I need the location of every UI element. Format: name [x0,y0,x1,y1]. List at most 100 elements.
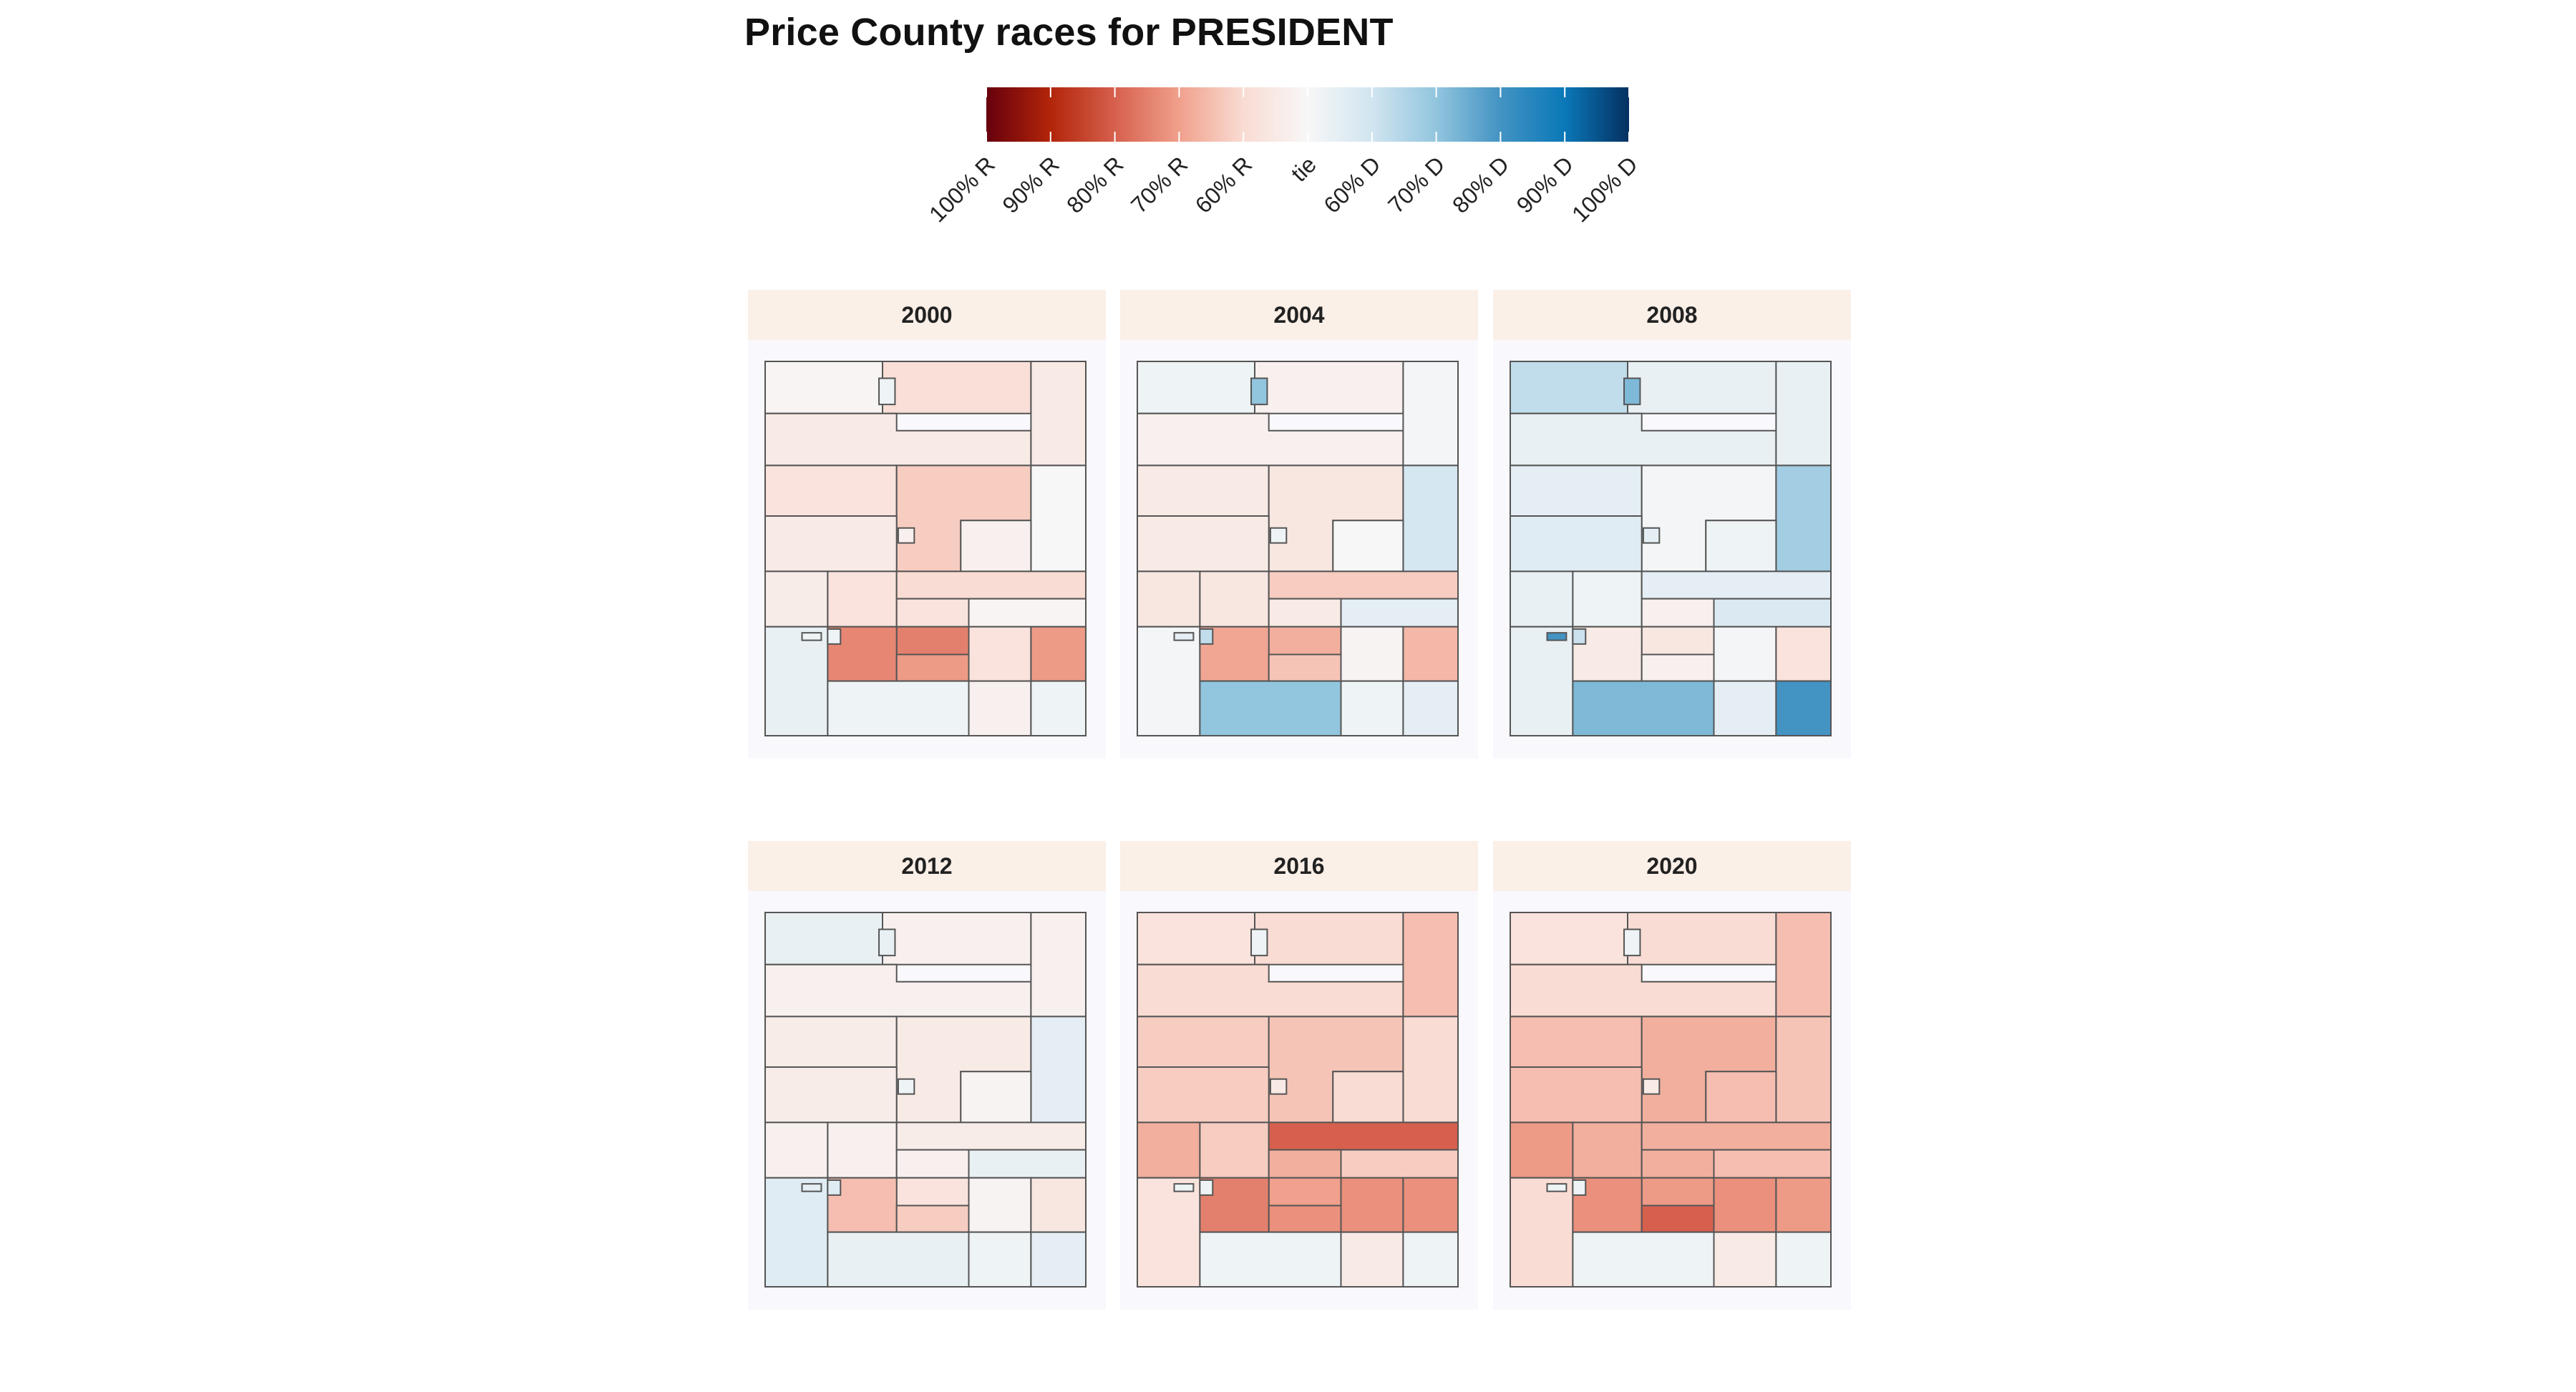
county-region-R20 [895,653,970,682]
county-region-R8 [764,515,898,573]
county-region-R12 [895,570,1087,600]
county-region-R2 [882,361,1032,414]
county-region-R17 [1030,626,1087,682]
county-region-R16 [968,626,1032,682]
county-region-R21 [1572,680,1715,736]
county-region-R5 [1510,464,1643,517]
county-region-R7 [1775,1016,1832,1124]
county-region-R10 [1510,1121,1574,1179]
county-region-R2 [1627,361,1777,414]
municipal-enclave [897,1078,915,1095]
county-region-R9 [960,520,1032,573]
county-region-R11 [827,570,898,628]
county-region-R17 [1402,626,1459,682]
county-region-R4 [1775,361,1832,467]
county-region-R23 [1775,680,1832,736]
county-region-R14 [968,598,1087,628]
county-region-R7 [1030,1016,1087,1124]
county-region-R11 [1199,570,1270,628]
facet-strip [1120,290,1478,340]
municipal-enclave [1269,527,1288,544]
municipal-enclave [878,928,896,957]
county-region-R22 [1340,1231,1404,1288]
county-region-R18 [764,1177,829,1288]
county-region-R4 [1775,912,1832,1018]
municipal-enclave [801,1183,822,1192]
county-region-R16 [1713,626,1777,682]
facet-strip [748,290,1106,340]
county-region-R1 [1137,912,1255,965]
county-region-R9 [1332,1071,1404,1124]
municipal-enclave [1199,628,1214,645]
county-region-R13 [895,1149,970,1179]
county-region-R22 [968,680,1032,736]
county-region-R7 [1402,1016,1459,1124]
facet-strip [1493,841,1851,891]
county-region-R13 [1268,1149,1342,1179]
county-region-R5 [1137,464,1270,517]
county-region-R21 [1199,1231,1342,1288]
municipal-enclave [1546,632,1568,641]
county-region-R14 [1713,1149,1832,1179]
county-region-R23 [1030,1231,1087,1288]
facet-panel-2016: 2016 [1120,841,1478,1310]
municipal-enclave [1173,632,1195,641]
county-region-R15 [1268,1177,1342,1207]
county-region-R15 [895,626,970,656]
county-region-R18 [1510,626,1574,736]
county-region-R21 [1572,1231,1715,1288]
county-region-R20 [1268,653,1342,682]
county-region-R10 [1510,570,1574,628]
county-region-R18 [1137,626,1201,736]
facet-strip [1493,290,1851,340]
county-region-R7 [1775,464,1832,573]
facet-label: 2020 [1646,853,1697,879]
municipal-enclave [1623,377,1641,406]
county-region-R9 [1332,520,1404,573]
county-region-R16 [1713,1177,1777,1233]
legend-ticks [986,87,1630,142]
county-region-R4 [1030,912,1087,1018]
county-region-R21 [827,680,970,736]
municipal-enclave [1642,527,1661,544]
county-region-R12 [895,1121,1087,1151]
facet-label: 2008 [1646,302,1697,328]
county-region-R14 [1713,598,1832,628]
county-region-R11 [1199,1121,1270,1179]
municipal-enclave [801,632,822,641]
county-region-R20 [1641,1204,1715,1233]
facet-label: 2016 [1273,853,1324,879]
county-region-R17 [1030,1177,1087,1233]
county-region-R17 [1775,1177,1832,1233]
county-region-R22 [968,1231,1032,1288]
county-region-R22 [1340,680,1404,736]
county-region-R1 [1510,912,1628,965]
facet-panel-2020: 2020 [1493,841,1851,1310]
county-region-R1 [1137,361,1255,414]
county-region-R12 [1641,1121,1832,1151]
municipal-enclave [878,377,896,406]
facet-strip [748,841,1106,891]
facet-panel-2012: 2012 [748,841,1106,1310]
municipal-enclave [1250,377,1268,406]
county-region-R9 [960,1071,1032,1124]
county-region-R16 [1340,1177,1404,1233]
municipal-enclave [1572,628,1587,645]
facet-panel-2000: 2000 [748,290,1106,759]
county-region-R10 [764,1121,829,1179]
county-region-R4 [1402,912,1459,1018]
municipal-enclave [1173,1183,1195,1192]
county-region-R11 [827,1121,898,1179]
county-region-R13 [1268,598,1342,628]
county-region-R18 [1137,1177,1201,1288]
county-region-R8 [1510,515,1643,573]
county-region-R13 [1641,1149,1715,1179]
municipal-enclave [1250,928,1268,957]
county-region-R1 [764,912,883,965]
county-region-R23 [1030,680,1087,736]
county-region-R10 [1137,1121,1201,1179]
county-region-R22 [1713,680,1777,736]
facet-label: 2000 [901,302,952,328]
county-region-R5 [1510,1016,1643,1068]
county-region-R5 [764,1016,898,1068]
